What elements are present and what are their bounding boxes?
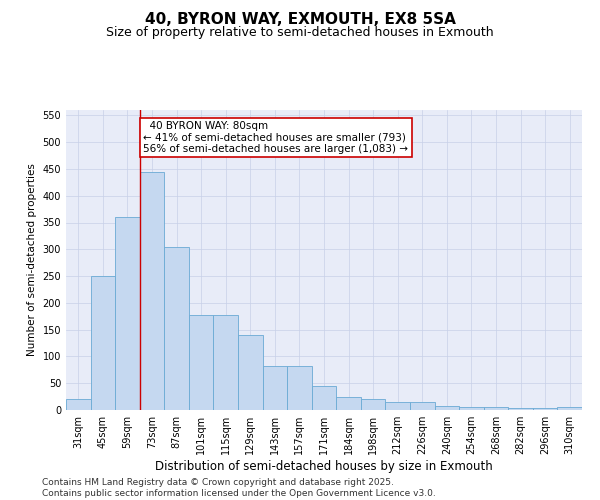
Bar [312, 386, 336, 410]
Bar [361, 400, 385, 410]
Bar [385, 402, 410, 410]
Bar [533, 408, 557, 410]
Bar [263, 366, 287, 410]
Text: 40 BYRON WAY: 80sqm
← 41% of semi-detached houses are smaller (793)
56% of semi-: 40 BYRON WAY: 80sqm ← 41% of semi-detach… [143, 120, 409, 154]
Bar [189, 314, 214, 410]
X-axis label: Distribution of semi-detached houses by size in Exmouth: Distribution of semi-detached houses by … [155, 460, 493, 473]
Bar [164, 246, 189, 410]
Bar [140, 172, 164, 410]
Bar [115, 217, 140, 410]
Text: Contains HM Land Registry data © Crown copyright and database right 2025.
Contai: Contains HM Land Registry data © Crown c… [42, 478, 436, 498]
Bar [459, 407, 484, 410]
Bar [238, 335, 263, 410]
Bar [66, 400, 91, 410]
Y-axis label: Number of semi-detached properties: Number of semi-detached properties [27, 164, 37, 356]
Bar [410, 402, 434, 410]
Text: Size of property relative to semi-detached houses in Exmouth: Size of property relative to semi-detach… [106, 26, 494, 39]
Bar [557, 408, 582, 410]
Bar [336, 396, 361, 410]
Bar [214, 314, 238, 410]
Bar [287, 366, 312, 410]
Bar [91, 276, 115, 410]
Bar [508, 408, 533, 410]
Bar [434, 406, 459, 410]
Bar [484, 407, 508, 410]
Text: 40, BYRON WAY, EXMOUTH, EX8 5SA: 40, BYRON WAY, EXMOUTH, EX8 5SA [145, 12, 455, 28]
